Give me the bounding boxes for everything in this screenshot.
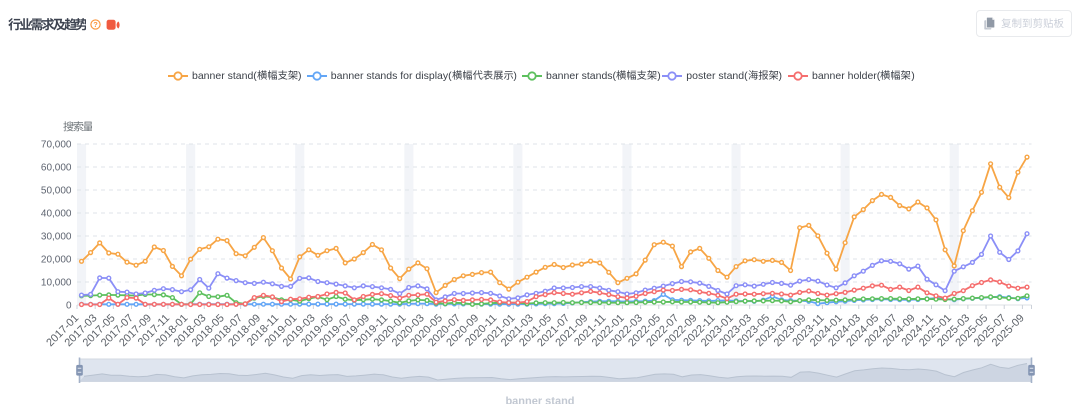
svg-text:banner stand: banner stand	[505, 395, 574, 404]
svg-text:60,000: 60,000	[41, 163, 72, 174]
svg-text:20,000: 20,000	[41, 255, 72, 266]
svg-text:0: 0	[66, 301, 72, 312]
svg-text:70,000: 70,000	[41, 140, 72, 151]
svg-text:30,000: 30,000	[41, 232, 72, 243]
svg-text:40,000: 40,000	[41, 209, 72, 220]
svg-text:?: ?	[93, 20, 98, 29]
svg-text:10,000: 10,000	[41, 278, 72, 289]
svg-text:50,000: 50,000	[41, 186, 72, 197]
